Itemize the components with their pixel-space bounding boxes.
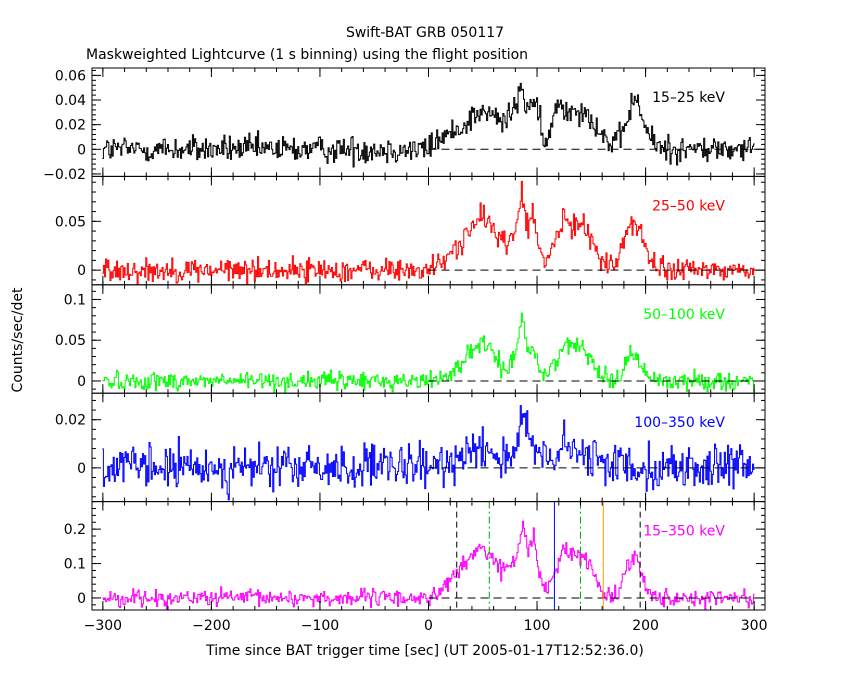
energy-band-label: 15–350 keV bbox=[643, 524, 725, 540]
y-tick-label: 0.2 bbox=[64, 522, 86, 538]
chart-subtitle: Maskweighted Lightcurve (1 s binning) us… bbox=[86, 47, 528, 63]
y-tick-label: 0 bbox=[77, 461, 86, 477]
lightcurve-series bbox=[102, 520, 755, 611]
y-tick-label: 0.02 bbox=[55, 118, 86, 134]
y-tick-label: 0.05 bbox=[55, 333, 86, 349]
y-tick-label: 0.04 bbox=[55, 93, 86, 109]
x-tick-label: −200 bbox=[192, 618, 230, 634]
y-tick-label: 0.02 bbox=[55, 413, 86, 429]
panels-group: −0.02 0 0.02 0.04 0.06 15–25 keV 0 0.05 25–50 ke… bbox=[43, 67, 768, 634]
y-tick-label: −0.02 bbox=[43, 167, 86, 183]
lightcurve-series bbox=[102, 82, 755, 168]
y-tick-label: 0 bbox=[77, 142, 86, 158]
y-axis-label: Counts/sec/det bbox=[10, 287, 26, 392]
x-axis-label: Time since BAT trigger time [sec] (UT 20… bbox=[205, 643, 644, 659]
y-tick-label: 0.05 bbox=[55, 214, 86, 230]
energy-band-label: 15–25 keV bbox=[652, 90, 725, 106]
x-tick-label: −100 bbox=[301, 618, 339, 634]
y-tick-label: 0 bbox=[77, 591, 86, 607]
y-tick-label: 0.1 bbox=[64, 557, 86, 573]
lightcurve-series bbox=[102, 405, 755, 501]
energy-band-label: 50–100 keV bbox=[643, 307, 725, 323]
energy-band-label: 25–50 keV bbox=[652, 198, 725, 214]
x-tick-label: −300 bbox=[84, 618, 122, 634]
chart-title: Swift-BAT GRB 050117 bbox=[346, 25, 504, 41]
x-tick-label: 300 bbox=[741, 618, 768, 634]
lightcurve-series bbox=[102, 180, 755, 285]
y-tick-label: 0 bbox=[77, 263, 86, 279]
energy-band-label: 100–350 keV bbox=[634, 415, 725, 431]
x-tick-label: 200 bbox=[632, 618, 659, 634]
y-tick-label: 0.1 bbox=[64, 292, 86, 308]
x-tick-label: 0 bbox=[424, 618, 433, 634]
y-tick-label: 0.06 bbox=[55, 68, 86, 84]
y-tick-label: 0 bbox=[77, 374, 86, 390]
x-tick-label: 100 bbox=[524, 618, 551, 634]
